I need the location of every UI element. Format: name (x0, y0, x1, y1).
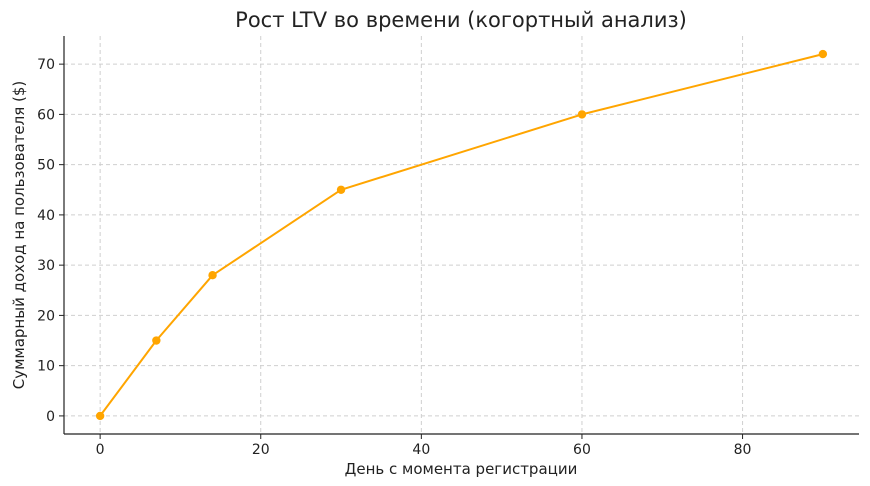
y-tick-label: 10 (37, 359, 55, 375)
y-tick-label: 50 (37, 158, 55, 174)
axis-ticks: 0 20 40 60 80 0 10 20 30 40 50 60 70 (37, 57, 751, 458)
y-tick-label: 0 (46, 409, 55, 425)
y-tick-label: 40 (37, 208, 55, 224)
grid (64, 36, 859, 434)
y-tick-label: 30 (37, 258, 55, 274)
x-axis-label: День с момента регистрации (345, 460, 578, 478)
y-tick-label: 70 (37, 57, 55, 73)
x-tick-label: 60 (573, 442, 591, 458)
x-tick-label: 40 (412, 442, 430, 458)
data-point (95, 411, 105, 421)
data-point (208, 271, 217, 280)
x-tick-label: 0 (96, 442, 105, 458)
series-layer (95, 49, 828, 421)
data-point (336, 185, 346, 194)
y-tick-label: 20 (37, 308, 55, 324)
data-point (577, 110, 587, 119)
x-tick-label: 20 (252, 442, 270, 458)
y-axis-label: Суммарный доход на пользователя ($) (10, 81, 28, 390)
chart-title: Рост LTV во времени (когортный анализ) (235, 8, 687, 32)
series-line (99, 53, 824, 417)
y-tick-label: 60 (37, 107, 55, 123)
data-point (818, 49, 828, 59)
x-tick-label: 80 (734, 442, 752, 458)
data-point (152, 336, 161, 345)
